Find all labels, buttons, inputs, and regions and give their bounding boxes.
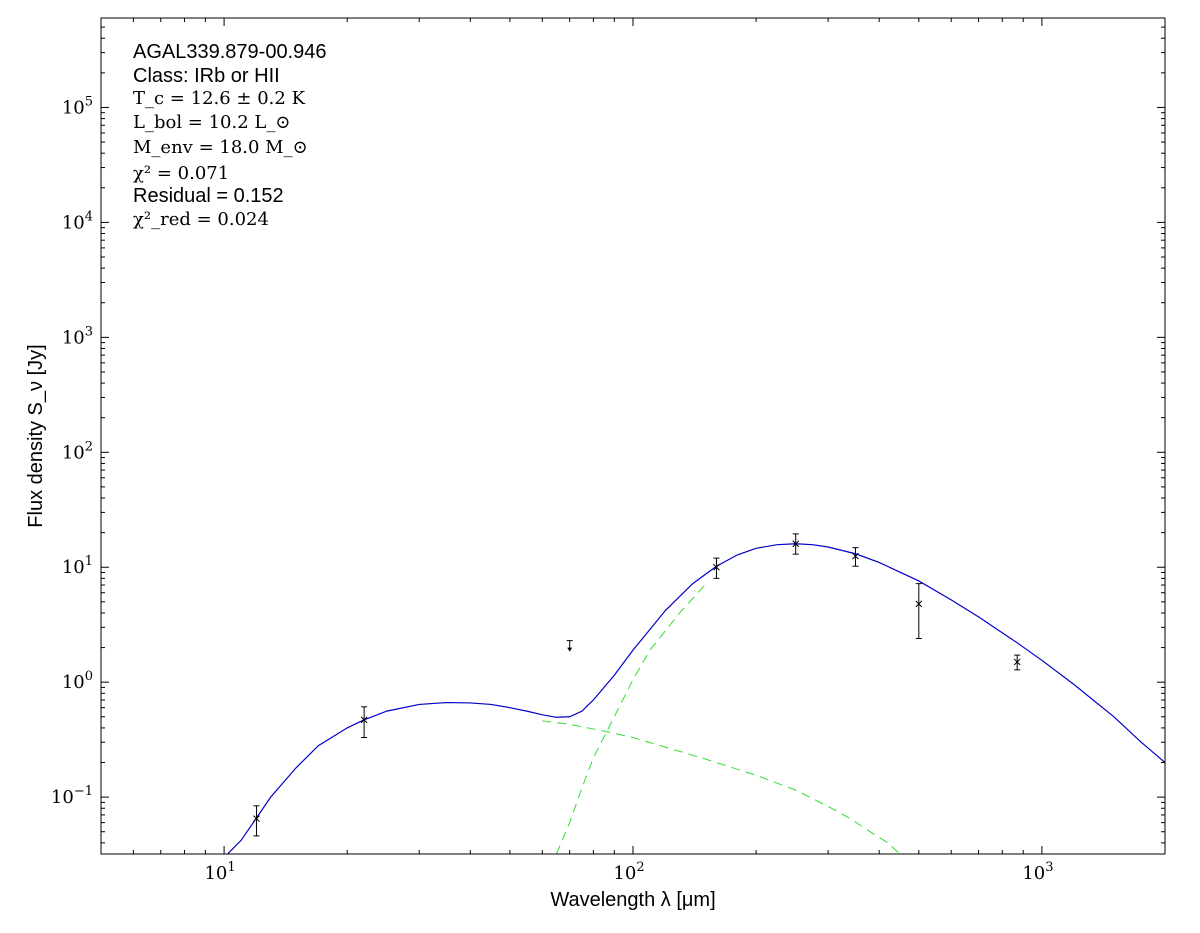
marker-x-b bbox=[713, 563, 720, 571]
y-tick-label: 100 bbox=[62, 669, 93, 693]
model-total-curve bbox=[227, 543, 1165, 854]
y-tick-label: 102 bbox=[62, 439, 93, 463]
y-axis-label: Flux density S_ν [Jy] bbox=[25, 344, 47, 527]
annotation-block: AGAL339.879-00.946 Class: IRb or HII T_c… bbox=[133, 41, 327, 230]
data-point-4 bbox=[792, 533, 800, 555]
marker-x-b bbox=[1013, 658, 1021, 666]
marker-x-b bbox=[360, 716, 368, 724]
data-point-3 bbox=[713, 557, 720, 579]
chi2-label: χ² = 0.071 bbox=[133, 163, 229, 184]
lbol-label: L_bol = 10.2 L_⊙ bbox=[133, 112, 290, 133]
y-tick-label: 105 bbox=[62, 94, 93, 118]
model-component-1 bbox=[542, 720, 901, 854]
x-axis-label: Wavelength λ [μm] bbox=[550, 889, 715, 911]
y-tick-label: 10−1 bbox=[51, 784, 93, 808]
y-tick-label: 104 bbox=[62, 209, 93, 233]
y-tick-label: 103 bbox=[62, 324, 93, 348]
data-point-7 bbox=[1013, 654, 1021, 671]
y-tick-label: 101 bbox=[62, 554, 93, 578]
model-component-2 bbox=[556, 584, 706, 854]
plot-content bbox=[227, 533, 1165, 854]
x-tick-label: 103 bbox=[1022, 860, 1053, 884]
menv-label: M_env = 18.0 M_⊙ bbox=[133, 137, 308, 158]
plot-area bbox=[227, 533, 1165, 854]
x-tick-label: 101 bbox=[204, 860, 235, 884]
data-point-1 bbox=[253, 805, 260, 837]
axes: 101 102 103 10−1 100 101 102 103 104 105 bbox=[51, 17, 1166, 884]
data-point-6 bbox=[915, 583, 923, 639]
data-point-5 bbox=[852, 547, 859, 567]
data-point-2 bbox=[360, 706, 368, 739]
residual-label: Residual = 0.152 bbox=[133, 185, 284, 207]
upper-limit-1 bbox=[566, 640, 573, 652]
source-name: AGAL339.879-00.946 bbox=[133, 41, 327, 63]
marker-x-b bbox=[852, 552, 859, 560]
x-tick-label: 102 bbox=[613, 860, 644, 884]
tc-label: T_c = 12.6 ± 0.2 K bbox=[133, 88, 306, 109]
marker-x-b bbox=[253, 815, 260, 822]
marker-x-b bbox=[792, 540, 800, 548]
marker-x-b bbox=[915, 600, 923, 608]
upper-limit-arrow bbox=[567, 647, 573, 652]
chi2red-label: χ²_red = 0.024 bbox=[133, 209, 269, 230]
class-label: Class: IRb or HII bbox=[133, 65, 280, 87]
